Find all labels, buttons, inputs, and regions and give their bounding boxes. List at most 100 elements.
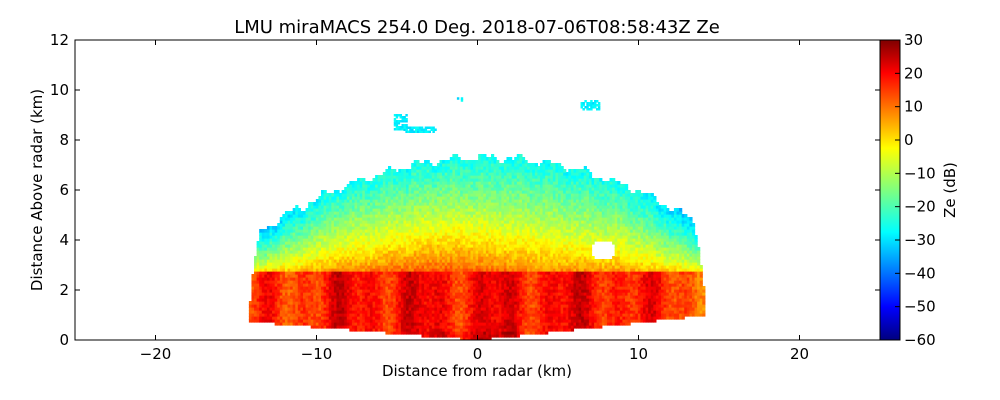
reflectivity-cell xyxy=(485,268,490,272)
reflectivity-cell xyxy=(485,256,490,260)
reflectivity-cell xyxy=(619,310,623,314)
reflectivity-cell xyxy=(411,256,415,260)
reflectivity-cell xyxy=(426,292,430,296)
reflectivity-cell xyxy=(640,316,644,320)
reflectivity-cell xyxy=(259,316,263,320)
reflectivity-cell xyxy=(563,301,567,305)
reflectivity-cell xyxy=(496,292,500,296)
reflectivity-cell xyxy=(498,298,502,302)
reflectivity-cell xyxy=(648,295,652,299)
reflectivity-cell xyxy=(534,247,538,251)
reflectivity-cell xyxy=(359,277,363,281)
reflectivity-cell xyxy=(689,304,693,308)
reflectivity-cell xyxy=(552,319,557,323)
reflectivity-cell xyxy=(537,319,541,323)
reflectivity-cell xyxy=(434,307,438,311)
reflectivity-cell xyxy=(413,289,417,293)
reflectivity-cell xyxy=(326,241,330,245)
reflectivity-cell xyxy=(532,331,536,335)
reflectivity-cell xyxy=(503,262,508,266)
reflectivity-cell xyxy=(609,277,613,281)
reflectivity-cell xyxy=(632,265,636,269)
reflectivity-cell xyxy=(697,289,701,293)
reflectivity-cell xyxy=(488,316,492,320)
reflectivity-cell xyxy=(514,301,518,305)
reflectivity-cell xyxy=(367,283,371,287)
reflectivity-cell xyxy=(599,271,603,275)
reflectivity-cell xyxy=(372,310,376,314)
reflectivity-cell xyxy=(431,322,435,326)
reflectivity-cell xyxy=(465,301,469,305)
reflectivity-cell xyxy=(539,295,544,299)
reflectivity-cell xyxy=(395,310,399,314)
reflectivity-cell xyxy=(429,319,433,323)
reflectivity-cell xyxy=(277,247,281,251)
reflectivity-cell xyxy=(467,304,472,308)
reflectivity-cell xyxy=(406,247,410,251)
reflectivity-cell xyxy=(519,289,523,293)
reflectivity-cell xyxy=(673,298,678,302)
reflectivity-cell xyxy=(676,268,680,272)
reflectivity-cell xyxy=(614,283,618,287)
reflectivity-cell xyxy=(254,271,258,275)
reflectivity-cell xyxy=(555,292,559,296)
reflectivity-cell xyxy=(318,313,322,317)
reflectivity-cell xyxy=(328,247,332,251)
reflectivity-cell xyxy=(511,262,515,266)
reflectivity-cell xyxy=(411,280,415,284)
reflectivity-cell xyxy=(694,277,698,281)
reflectivity-cell xyxy=(315,268,320,272)
reflectivity-cell xyxy=(315,322,320,326)
reflectivity-cell xyxy=(532,253,536,257)
reflectivity-cell xyxy=(302,301,307,305)
reflectivity-cell xyxy=(300,301,304,305)
reflectivity-cell xyxy=(310,301,314,305)
reflectivity-cell xyxy=(485,265,490,269)
reflectivity-cell xyxy=(570,283,575,287)
reflectivity-cell xyxy=(411,298,415,302)
reflectivity-cell xyxy=(336,244,340,248)
reflectivity-cell xyxy=(493,325,497,329)
reflectivity-cell xyxy=(645,298,649,302)
reflectivity-cell xyxy=(578,313,582,317)
reflectivity-cell xyxy=(336,241,340,245)
reflectivity-cell xyxy=(426,289,430,293)
reflectivity-cell xyxy=(390,265,394,269)
reflectivity-cell xyxy=(514,289,518,293)
reflectivity-cell xyxy=(277,313,281,317)
reflectivity-cell xyxy=(594,289,598,293)
reflectivity-cell xyxy=(496,250,500,254)
reflectivity-cell xyxy=(558,256,562,260)
reflectivity-cell xyxy=(297,322,301,326)
reflectivity-cell xyxy=(264,295,268,299)
reflectivity-cell xyxy=(349,310,353,314)
reflectivity-cell xyxy=(632,259,636,263)
reflectivity-cell xyxy=(537,286,541,290)
reflectivity-cell xyxy=(511,304,515,308)
reflectivity-cell xyxy=(323,292,327,296)
reflectivity-cell xyxy=(426,331,430,335)
reflectivity-cell xyxy=(655,286,660,290)
reflectivity-cell xyxy=(341,274,345,278)
reflectivity-cell xyxy=(547,319,551,323)
reflectivity-cell xyxy=(591,301,595,305)
reflectivity-cell xyxy=(594,298,598,302)
reflectivity-cell xyxy=(676,259,680,263)
reflectivity-cell xyxy=(259,244,263,248)
reflectivity-cell xyxy=(534,256,538,260)
reflectivity-cell xyxy=(467,313,472,317)
reflectivity-cell xyxy=(390,268,394,272)
reflectivity-cell xyxy=(503,295,508,299)
reflectivity-cell xyxy=(630,286,634,290)
reflectivity-cell xyxy=(269,283,273,287)
reflectivity-cell xyxy=(385,331,389,335)
reflectivity-cell xyxy=(655,262,660,266)
reflectivity-cell xyxy=(434,316,438,320)
reflectivity-cell xyxy=(612,268,616,272)
reflectivity-cell xyxy=(488,337,492,340)
reflectivity-cell xyxy=(339,310,343,314)
reflectivity-cell xyxy=(503,271,508,275)
reflectivity-cell xyxy=(462,250,466,254)
reflectivity-cell xyxy=(323,307,327,311)
reflectivity-cell xyxy=(254,277,258,281)
